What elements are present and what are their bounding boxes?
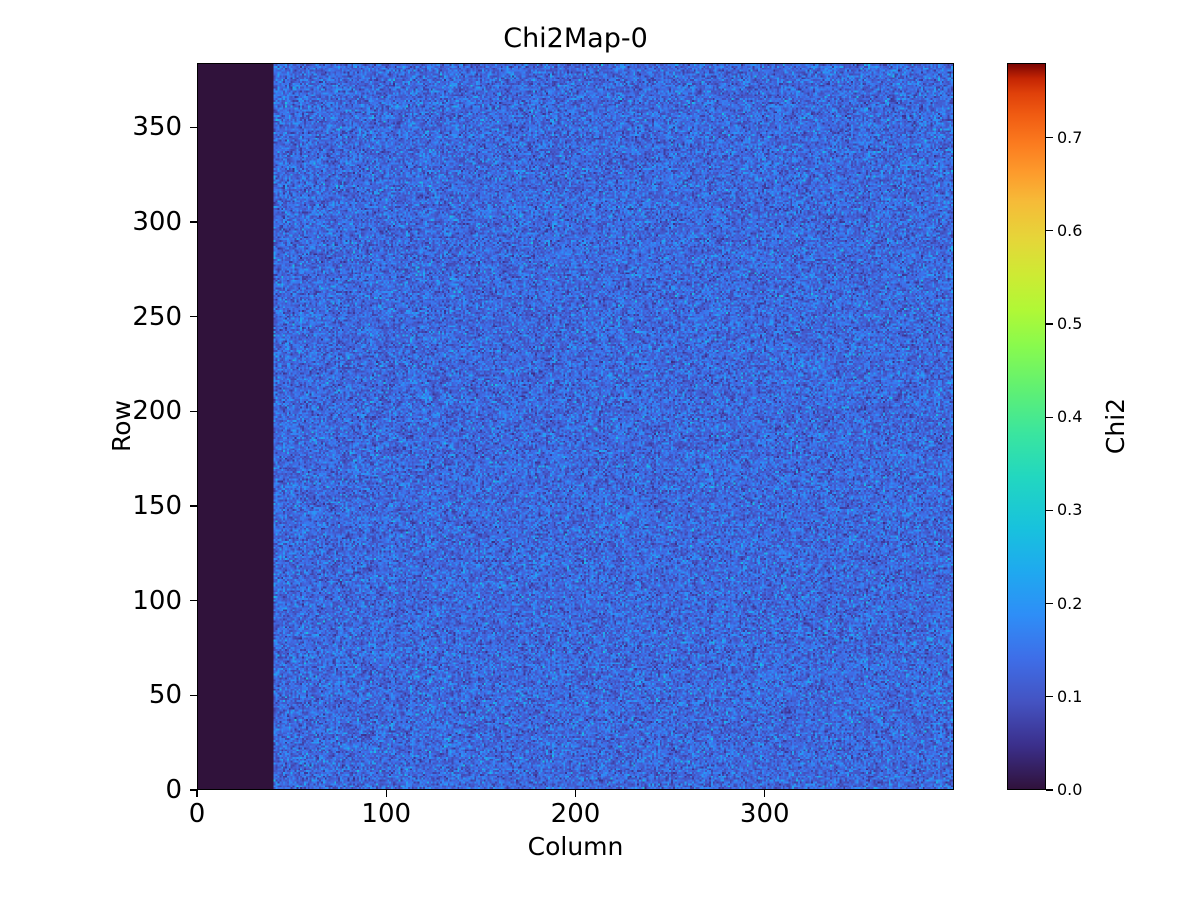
colorbar-tick-label: 0.5 [1057,313,1083,333]
colorbar-tick-label: 0.2 [1057,593,1083,613]
x-tick-mark [764,790,766,797]
y-tick-mark [190,600,197,602]
y-tick-mark [190,126,197,129]
colorbar-tick-label: 0.0 [1057,780,1083,799]
colorbar-tick-label: 0.4 [1057,407,1083,427]
colorbar[interactable] [1007,63,1046,790]
x-tick-label: 200 [550,799,601,829]
colorbar-tick-mark [1046,230,1053,232]
y-tick-mark [190,789,197,791]
y-tick-label: 300 [132,207,182,238]
x-axis-label: Column [527,832,624,861]
colorbar-tick-label: 0.3 [1057,500,1083,520]
heatmap-axes[interactable] [197,63,954,790]
y-tick-mark [190,694,197,696]
colorbar-tick-label: 0.1 [1057,686,1083,706]
y-tick-label: 200 [132,396,182,427]
y-tick-mark [190,505,197,507]
x-tick-mark [574,790,577,797]
colorbar-tick-label: 0.7 [1057,127,1083,147]
colorbar-tick-mark [1046,416,1053,418]
colorbar-tick-mark [1046,136,1053,139]
y-tick-mark [190,221,197,223]
colorbar-tick-mark [1046,323,1053,325]
x-tick-label: 0 [188,799,206,829]
colorbar-tick-mark [1046,509,1053,512]
colorbar-label: Chi2 [1101,397,1130,455]
colorbar-tick-mark [1046,602,1053,605]
colorbar-tick-mark [1046,696,1053,698]
y-tick-label: 350 [132,112,182,143]
colorbar-tick-label: 0.6 [1057,220,1083,240]
y-tick-mark [190,316,197,318]
x-tick-mark [385,790,387,797]
x-tick-mark [196,790,198,797]
y-tick-label: 250 [132,301,182,332]
y-tick-label: 50 [148,680,182,711]
y-tick-label: 0 [165,775,182,805]
heatmap-image[interactable] [198,64,953,789]
page-title: Chi2Map-0 [503,23,648,54]
x-tick-label: 100 [361,799,412,829]
colorbar-gradient [1008,64,1045,789]
y-tick-label: 150 [132,491,182,522]
colorbar-tick-mark [1046,789,1053,791]
y-tick-label: 100 [132,585,182,616]
x-tick-label: 300 [739,799,790,829]
y-tick-mark [190,410,197,412]
y-axis-label: Row [107,400,136,452]
